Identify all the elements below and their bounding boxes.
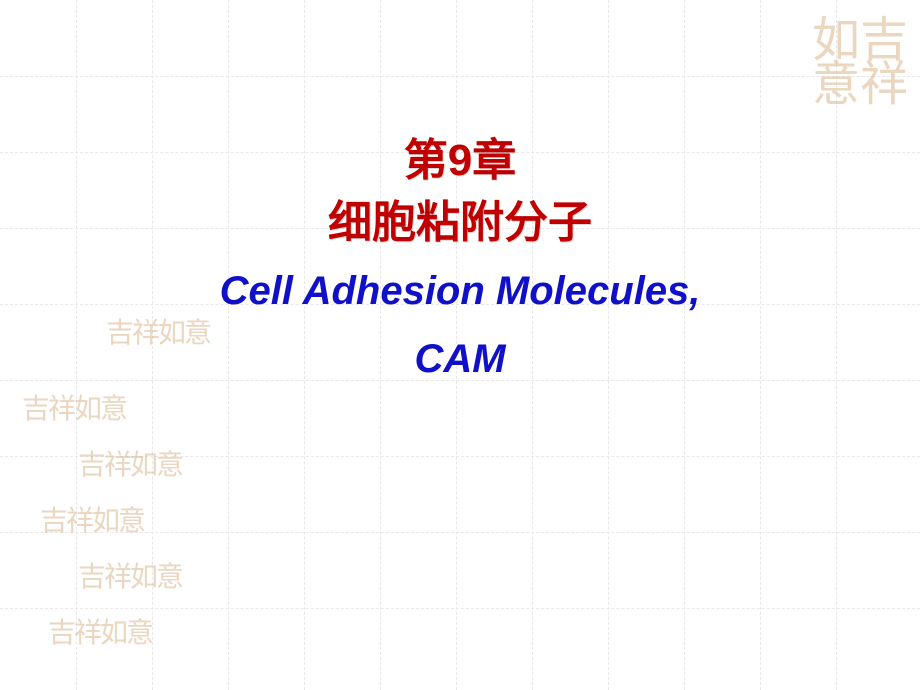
seal-text: 吉祥 [852,14,905,102]
seal-text: 吉祥如意 [78,450,182,481]
chapter-title-english-line2: CAM [0,329,920,389]
chapter-title-chinese: 细胞粘附分子 [0,192,920,254]
slide-content: 第9章 细胞粘附分子 Cell Adhesion Molecules, CAM [0,130,920,389]
seal-decoration-small: 吉祥如意 [22,396,126,424]
seal-text: 吉祥如意 [22,394,126,425]
seal-decoration-small: 吉祥如意 [40,508,144,536]
seal-text: 吉祥如意 [40,506,144,537]
chapter-number: 第9章 [0,130,920,192]
seal-text: 吉祥如意 [78,562,182,593]
seal-text: 如意 [804,14,857,102]
seal-text: 吉祥如意 [48,618,152,649]
seal-decoration-small: 吉祥如意 [78,452,182,480]
seal-decoration-small: 吉祥如意 [48,620,152,648]
seal-decoration-small: 吉祥如意 [78,564,182,592]
seal-decoration-large: 吉祥 如意 [806,14,902,102]
chapter-title-english-line1: Cell Adhesion Molecules, [0,261,920,321]
